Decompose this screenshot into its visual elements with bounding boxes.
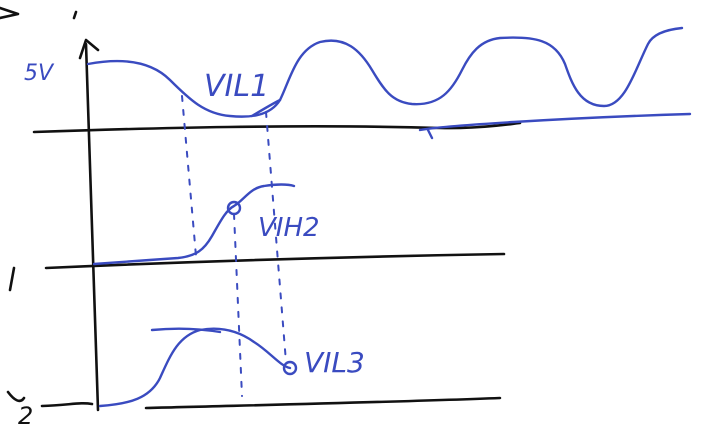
label-v-il3: VIL3 (304, 346, 365, 379)
waveform-top-notch (426, 128, 434, 140)
row3-marker: 2 (18, 402, 33, 430)
label-5v: 5V (24, 61, 55, 86)
projection-line-2 (265, 111, 287, 363)
arrow-fragment-top-left (0, 6, 20, 20)
vertical-axis-arrowhead (78, 38, 100, 60)
waveform-middle (92, 183, 296, 266)
projection-line-3 (233, 213, 243, 397)
baseline-bottom (144, 396, 502, 410)
baseline-bottom-left (40, 402, 94, 408)
waveform-bottom-top-stroke (150, 327, 222, 334)
waveform-top (86, 26, 684, 118)
label-v-il1: VIL1 (204, 69, 269, 104)
waveform-bottom (98, 327, 292, 408)
tick-mark (72, 10, 78, 20)
baseline-top (32, 121, 522, 134)
row3-mark-left (6, 390, 26, 403)
v-il3-point (282, 360, 298, 376)
vertical-axis (84, 42, 100, 412)
baseline-middle (44, 252, 506, 270)
waveform-top-tail (418, 112, 692, 132)
row2-mark-left (8, 266, 16, 292)
label-v-ih2: VIH2 (258, 213, 320, 243)
projection-line-1 (181, 95, 197, 257)
v-il1-pointer (250, 98, 282, 118)
row2-marker: 1 (2, 291, 3, 293)
